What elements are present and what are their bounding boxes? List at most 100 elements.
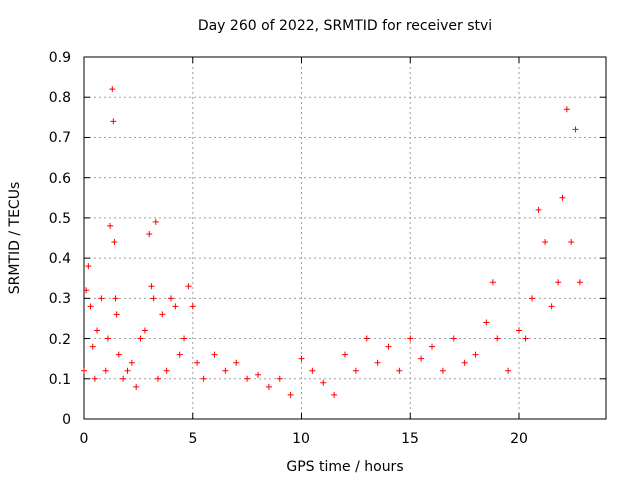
data-point [115, 351, 122, 358]
data-point [141, 327, 148, 334]
data-point [200, 375, 207, 382]
data-point [385, 343, 392, 350]
data-point [439, 367, 446, 374]
data-point [429, 343, 435, 350]
axis-ticks [83, 56, 606, 420]
data-point [185, 283, 192, 290]
data-point [559, 194, 566, 201]
data-point [287, 391, 294, 398]
data-point [91, 375, 98, 382]
y-tick-label-0.3: 0.3 [49, 291, 71, 307]
data-point [320, 379, 327, 386]
data-point [342, 351, 348, 358]
data-point [110, 118, 117, 125]
data-point [489, 279, 496, 286]
plot-frame [83, 56, 607, 420]
x-tick-label-15: 15 [401, 431, 419, 447]
y-tick-label-0: 0 [62, 412, 71, 428]
data-point [211, 351, 218, 358]
data-point [137, 335, 144, 342]
data-point [472, 351, 479, 358]
data-point [233, 359, 240, 366]
data-point [461, 359, 468, 366]
data-point [89, 343, 96, 350]
data-point [154, 375, 161, 382]
data-point [535, 206, 542, 213]
data-point [265, 383, 272, 390]
data-point [104, 335, 111, 342]
data-point [494, 335, 501, 342]
y-tick-label-0.4: 0.4 [49, 251, 71, 267]
data-point [450, 335, 457, 342]
data-point [309, 367, 316, 374]
data-point [87, 303, 94, 310]
x-tick-label-0: 0 [80, 431, 89, 447]
data-point [244, 375, 251, 382]
data-point [522, 335, 529, 342]
data-point [113, 311, 120, 318]
x-tick-label-20: 20 [510, 431, 528, 447]
data-point [352, 367, 359, 374]
data-point [107, 222, 114, 229]
data-point [576, 279, 583, 286]
data-point [181, 335, 188, 342]
data-point [163, 367, 170, 374]
chart-title: Day 260 of 2022, SRMTID for receiver stv… [198, 18, 492, 34]
data-point [505, 367, 512, 374]
data-point [374, 359, 381, 366]
data-point [194, 359, 201, 366]
data-point [94, 327, 101, 334]
data-point [168, 295, 174, 302]
data-point [548, 303, 555, 310]
grid-lines [84, 57, 606, 419]
data-point [276, 375, 283, 382]
data-point [133, 383, 140, 390]
data-point [255, 371, 261, 378]
data-point [418, 355, 425, 362]
y-tick-label-0.6: 0.6 [49, 171, 71, 187]
data-point [407, 335, 414, 342]
data-point [120, 375, 127, 382]
data-point [563, 106, 570, 113]
y-tick-label-0.8: 0.8 [49, 90, 71, 106]
data-point [516, 327, 522, 334]
data-point [542, 239, 549, 246]
data-point [189, 303, 196, 310]
data-point [146, 230, 153, 237]
y-tick-label-0.9: 0.9 [49, 50, 71, 66]
data-point [81, 367, 87, 374]
data-point [222, 367, 229, 374]
data-point [98, 295, 105, 302]
data-point [148, 283, 155, 290]
data-point [555, 279, 562, 286]
y-tick-label-0.2: 0.2 [49, 332, 71, 348]
y-axis-label: SRMTID / TECUs [7, 182, 23, 295]
data-point [298, 355, 305, 362]
data-point [363, 335, 370, 342]
data-point [83, 287, 90, 294]
data-point [331, 391, 338, 398]
data-point [102, 367, 109, 374]
data-point [85, 263, 92, 270]
x-tick-label-5: 5 [189, 431, 198, 447]
data-point [111, 239, 118, 246]
data-points [81, 86, 583, 398]
data-point [159, 311, 166, 318]
data-point [128, 359, 135, 366]
data-point [152, 218, 159, 225]
y-tick-label-0.7: 0.7 [49, 130, 71, 146]
data-point [483, 319, 490, 326]
data-point [172, 303, 179, 310]
data-point [396, 367, 403, 374]
data-point [568, 239, 575, 246]
data-point [529, 295, 536, 302]
y-tick-label-0.1: 0.1 [49, 372, 71, 388]
data-point [176, 351, 183, 358]
data-point [124, 367, 131, 374]
data-point [109, 86, 116, 93]
x-axis-label: GPS time / hours [286, 459, 403, 475]
y-tick-label-0.5: 0.5 [49, 211, 71, 227]
x-tick-label-10: 10 [292, 431, 310, 447]
data-point [112, 295, 119, 302]
